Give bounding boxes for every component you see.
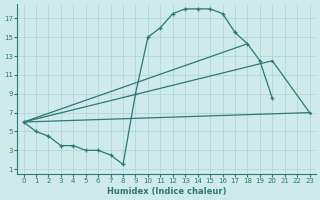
X-axis label: Humidex (Indice chaleur): Humidex (Indice chaleur): [107, 187, 226, 196]
